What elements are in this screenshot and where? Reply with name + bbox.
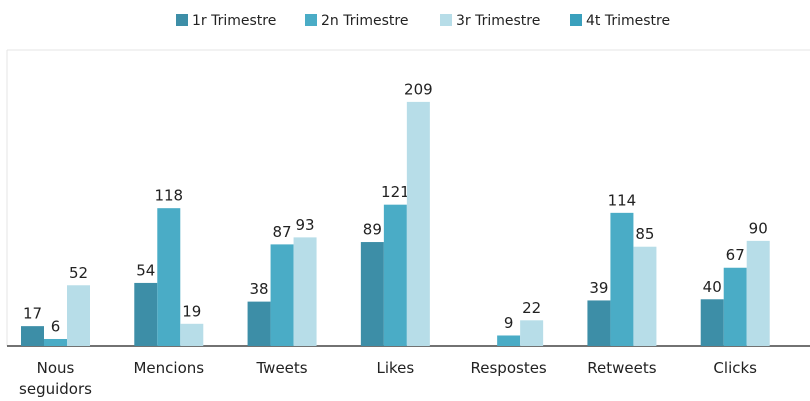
data-label: 90 — [749, 219, 768, 237]
data-label: 39 — [589, 279, 608, 297]
data-label: 19 — [182, 302, 201, 320]
bar — [700, 299, 724, 346]
legend-label: 1r Trimestre — [192, 13, 276, 29]
bar — [633, 246, 657, 346]
bar — [520, 320, 544, 346]
bar — [587, 300, 611, 346]
bar — [21, 326, 44, 346]
legend-swatch — [176, 14, 188, 26]
x-tick-label: Respostes — [470, 359, 547, 377]
bar — [610, 212, 634, 346]
x-tick-label: Nous seguidors — [19, 359, 92, 398]
bar — [383, 204, 407, 346]
legend-label: 2n Trimestre — [321, 13, 408, 29]
data-label: 89 — [363, 221, 382, 239]
legend-swatch — [440, 14, 452, 26]
bar — [157, 208, 181, 346]
bar — [406, 101, 430, 346]
bar — [360, 242, 384, 346]
legend-label: 3r Trimestre — [456, 13, 540, 29]
data-label: 93 — [296, 216, 315, 234]
data-label: 85 — [635, 225, 654, 243]
bar — [293, 237, 317, 346]
data-label: 67 — [726, 246, 745, 264]
x-tick-label: Likes — [376, 359, 415, 377]
data-label: 54 — [136, 261, 155, 279]
data-label: 40 — [703, 278, 722, 296]
bar — [134, 282, 158, 346]
data-label: 38 — [250, 280, 269, 298]
data-label: 87 — [273, 223, 292, 241]
legend-swatch — [305, 14, 317, 26]
bar — [44, 338, 67, 346]
data-label: 22 — [522, 299, 541, 317]
legend-swatch — [570, 14, 582, 26]
x-tick-label: Clicks — [713, 359, 757, 377]
data-label: 118 — [154, 187, 183, 205]
data-label: 209 — [404, 80, 433, 98]
bar — [746, 240, 770, 346]
x-tick-label: Retweets — [587, 359, 657, 377]
bar — [180, 323, 204, 346]
data-label: 17 — [23, 305, 42, 323]
bar — [67, 285, 90, 346]
bar — [497, 335, 521, 346]
bar — [270, 244, 294, 346]
x-tick-label: Mencions — [133, 359, 205, 377]
bar — [723, 267, 747, 346]
data-label: 9 — [504, 314, 514, 332]
data-label: 114 — [608, 191, 637, 209]
data-label: 6 — [51, 317, 61, 335]
x-tick-label: Tweets — [256, 359, 308, 377]
data-label: 121 — [381, 183, 410, 201]
data-label: 52 — [69, 264, 88, 282]
legend-label: 4t Trimestre — [586, 13, 670, 29]
bar — [247, 301, 271, 346]
